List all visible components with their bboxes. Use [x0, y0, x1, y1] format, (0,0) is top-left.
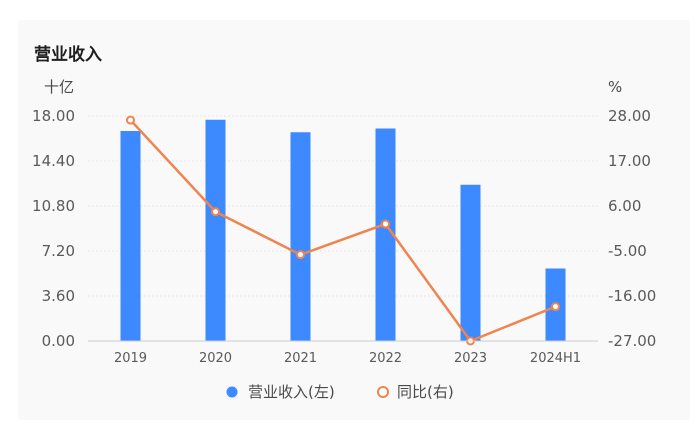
bar [375, 128, 396, 341]
legend: 营业收入(左) 同比(右) [226, 383, 454, 401]
y-left-tick-label: 14.40 [32, 152, 75, 170]
x-tick-label: 2019 [114, 351, 147, 366]
y-right-tick-label: 6.00 [608, 197, 641, 215]
y-left-tick-label: 0.00 [42, 332, 75, 350]
legend-bar-label: 营业收入(左) [248, 383, 335, 401]
yoy-line-path [129, 119, 556, 343]
legend-bar-marker [226, 386, 238, 398]
x-tick-label: 2023 [454, 351, 487, 366]
x-tick-label: 2020 [199, 351, 232, 366]
bar [290, 132, 311, 341]
y-left-tick-label: 3.60 [42, 287, 75, 305]
bar [205, 119, 226, 341]
x-tick-label: 2021 [284, 351, 317, 366]
y-right-tick-label: -27.00 [608, 332, 656, 350]
legend-line-marker [377, 386, 389, 398]
y-right-tick-label: -5.00 [608, 242, 647, 260]
y-right-tick-label: -16.00 [608, 287, 656, 305]
yoy-line [126, 115, 560, 346]
y-right-tick-label: 17.00 [608, 152, 651, 170]
legend-line-label: 同比(右) [397, 383, 454, 401]
y-left-tick-label: 18.00 [32, 107, 75, 125]
bar [460, 184, 481, 341]
line-point [211, 207, 220, 217]
x-tick-label: 2024H1 [530, 351, 581, 366]
line-point [296, 250, 305, 260]
line-point [551, 302, 560, 312]
gridlines [88, 115, 598, 297]
y-right-unit: % [608, 78, 622, 96]
axes: 0.00 -27.00 3.60 -16.00 7.20 -5.00 10.80 6.00 14… [32, 78, 656, 366]
y-left-tick-label: 7.20 [42, 242, 75, 260]
line-point [126, 115, 135, 125]
x-tick-label: 2022 [369, 351, 402, 366]
revenue-bars [120, 119, 566, 341]
y-right-tick-label: 28.00 [608, 107, 651, 125]
y-left-tick-label: 10.80 [32, 197, 75, 215]
chart-title: 营业收入 [34, 45, 102, 65]
line-point [381, 219, 390, 229]
bar [120, 131, 141, 341]
y-left-unit: 十亿 [44, 78, 74, 96]
